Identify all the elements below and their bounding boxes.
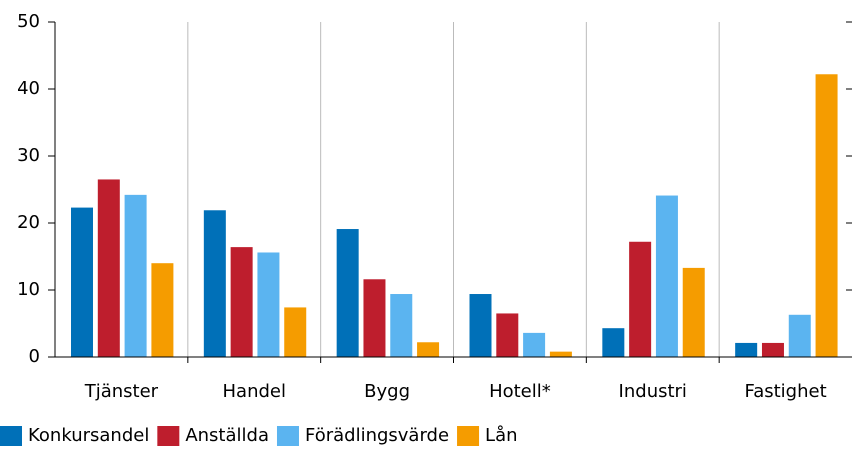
x-tick-label: Tjänster <box>84 381 159 402</box>
legend-swatch <box>457 426 480 446</box>
legend-swatch <box>0 426 22 446</box>
legend-swatch <box>276 426 299 446</box>
bar <box>761 342 784 357</box>
bar <box>284 307 307 357</box>
y-tick-label: 30 <box>17 145 40 166</box>
bar <box>97 179 120 357</box>
bar <box>363 279 386 357</box>
bar <box>71 207 93 357</box>
legend-label: Anställda <box>185 425 269 446</box>
bar <box>469 294 492 357</box>
bar <box>230 247 253 357</box>
legend-label: Konkursandel <box>28 425 149 446</box>
y-tick-label: 50 <box>17 11 40 32</box>
bar <box>549 351 572 357</box>
y-tick-label: 40 <box>17 78 40 99</box>
bar <box>417 342 440 357</box>
y-tick-label: 0 <box>29 346 40 367</box>
x-tick-label: Industri <box>619 381 687 402</box>
y-tick-label: 10 <box>17 279 40 300</box>
legend-label: Förädlingsvärde <box>305 425 449 446</box>
bar <box>124 194 147 357</box>
y-tick-label: 20 <box>17 212 40 233</box>
bar <box>257 252 280 357</box>
x-tick-label: Bygg <box>364 381 410 402</box>
x-tick-label: Fastighet <box>745 381 827 402</box>
bar <box>655 195 678 357</box>
bar <box>496 313 519 357</box>
bar <box>203 210 226 357</box>
bar <box>815 74 838 357</box>
bar <box>151 263 174 357</box>
legend-swatch <box>157 426 180 446</box>
bar <box>735 342 758 357</box>
x-tick-label: Handel <box>223 381 286 402</box>
bar <box>682 267 705 357</box>
bar <box>336 229 359 357</box>
legend-label: Lån <box>485 425 517 446</box>
bar <box>523 332 546 357</box>
bar <box>602 328 625 357</box>
x-tick-label: Hotell* <box>489 381 551 402</box>
bar <box>788 314 811 357</box>
bar <box>390 294 413 357</box>
bar <box>629 241 652 357</box>
